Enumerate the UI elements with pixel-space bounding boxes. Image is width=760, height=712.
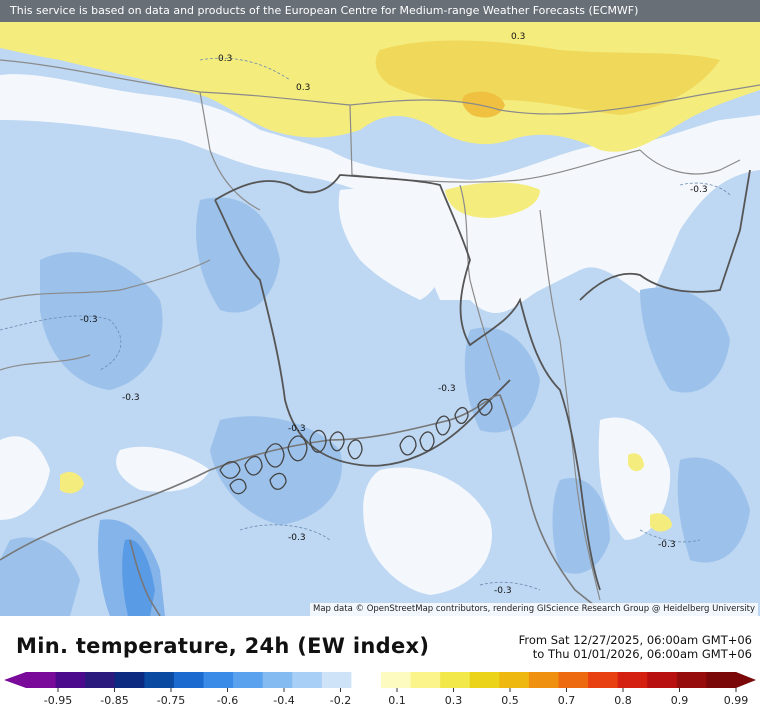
anomaly-warm-region: [445, 182, 540, 218]
legend-swatch: [55, 672, 86, 688]
legend-swatch: [440, 672, 471, 688]
legend-swatch: [528, 672, 559, 688]
legend-tick-label: 0.7: [558, 694, 576, 707]
legend-tick-label: -0.2: [330, 694, 351, 707]
anomaly-cold-region: [640, 287, 730, 393]
map-title: Min. temperature, 24h (EW index): [16, 634, 430, 658]
legend-tick-label: 0.3: [445, 694, 463, 707]
legend-tick-label: 0.99: [724, 694, 749, 707]
legend-swatch: [499, 672, 530, 688]
contour-lines: [0, 57, 731, 591]
contour-label: -0.3: [690, 185, 708, 195]
contour-label: 0.3: [296, 83, 310, 93]
contour-label: -0.3: [122, 393, 140, 403]
anomaly-cold-region: [552, 478, 610, 574]
legend-swatch: [262, 672, 293, 688]
anomaly-near-zero-region: [363, 467, 492, 595]
forecast-map[interactable]: 0.3 0.3 0.3 -0.3 -0.3 -0.3 -0.3 -0.3 -0.…: [0, 0, 760, 616]
contour-label: -0.3: [658, 540, 676, 550]
legend-swatch: [469, 672, 500, 688]
anomaly-near-zero-region: [598, 417, 671, 540]
legend-ticks: -0.95 -0.85 -0.75 -0.6 -0.4 -0.2 0.1 0.3 0.5 0.7 0…: [44, 688, 748, 707]
legend-tick-label: 0.1: [388, 694, 406, 707]
legend-swatch: [647, 672, 678, 688]
legend-swatch: [26, 672, 57, 688]
legend-max-arrow: [736, 672, 756, 688]
contour-label: -0.3: [438, 384, 456, 394]
anomaly-warm-region: [375, 40, 720, 115]
ecmwf-notice-bar: This service is based on data and produc…: [0, 0, 760, 22]
color-legend: -0.95 -0.85 -0.75 -0.6 -0.4 -0.2 0.1 0.3 0.5 0.7 0…: [4, 672, 756, 707]
legend-tick-label: -0.95: [44, 694, 72, 707]
legend-swatch: [410, 672, 441, 688]
forecast-period: From Sat 12/27/2025, 06:00am GMT+06 to T…: [519, 633, 752, 661]
legend-swatch: [114, 672, 145, 688]
anomaly-cold-region: [0, 537, 80, 616]
anomaly-cold-region: [122, 539, 155, 616]
delta-islands: [219, 398, 493, 495]
legend-swatch: [558, 672, 589, 688]
legend-swatch: [203, 672, 234, 688]
legend-swatch: [233, 672, 264, 688]
contour-label: -0.3: [80, 315, 98, 325]
period-to: to Thu 01/01/2026, 06:00am GMT+06: [532, 647, 752, 661]
legend-swatch: [588, 672, 619, 688]
legend-swatch: [144, 672, 175, 688]
legend-swatch: [321, 672, 352, 688]
legend-tick-label: -0.85: [100, 694, 128, 707]
legend-swatch: [292, 672, 323, 688]
country-borders: [0, 59, 760, 601]
map-attribution[interactable]: Map data © OpenStreetMap contributors, r…: [310, 603, 758, 616]
anomaly-cold-region: [196, 197, 280, 313]
contour-label: -0.3: [288, 533, 306, 543]
legend-tick-label: -0.75: [157, 694, 185, 707]
contour-label: 0.3: [511, 32, 525, 42]
legend-min-arrow: [4, 672, 26, 688]
legend-swatch: [173, 672, 204, 688]
contour-label: -0.3: [288, 424, 306, 434]
anomaly-near-zero-region: [338, 189, 444, 300]
legend-swatch: [617, 672, 648, 688]
legend-swatch: [676, 672, 707, 688]
anomaly-warm-region: [462, 91, 505, 118]
contour-label: -0.3: [494, 586, 512, 596]
legend-tick-label: 0.9: [671, 694, 689, 707]
anomaly-warm-region: [60, 471, 84, 494]
anomaly-near-zero-region: [0, 436, 50, 520]
legend-tick-label: -0.6: [217, 694, 238, 707]
legend-tick-label: 0.8: [614, 694, 632, 707]
anomaly-cold-region: [677, 457, 750, 563]
legend-color-bar: [4, 672, 756, 688]
legend-tick-label: -0.4: [273, 694, 294, 707]
legend-swatch: [351, 672, 382, 688]
coastline: [0, 394, 601, 616]
contour-label: 0.3: [218, 54, 232, 64]
anomaly-warm-region: [650, 513, 672, 532]
legend-tick-label: 0.5: [501, 694, 519, 707]
legend-swatch: [706, 672, 737, 688]
legend-swatch: [381, 672, 412, 688]
anomaly-warm-region: [628, 453, 644, 472]
map-canvas: 0.3 0.3 0.3 -0.3 -0.3 -0.3 -0.3 -0.3 -0.…: [0, 22, 760, 616]
period-from: From Sat 12/27/2025, 06:00am GMT+06: [518, 633, 752, 647]
legend-swatch: [85, 672, 116, 688]
